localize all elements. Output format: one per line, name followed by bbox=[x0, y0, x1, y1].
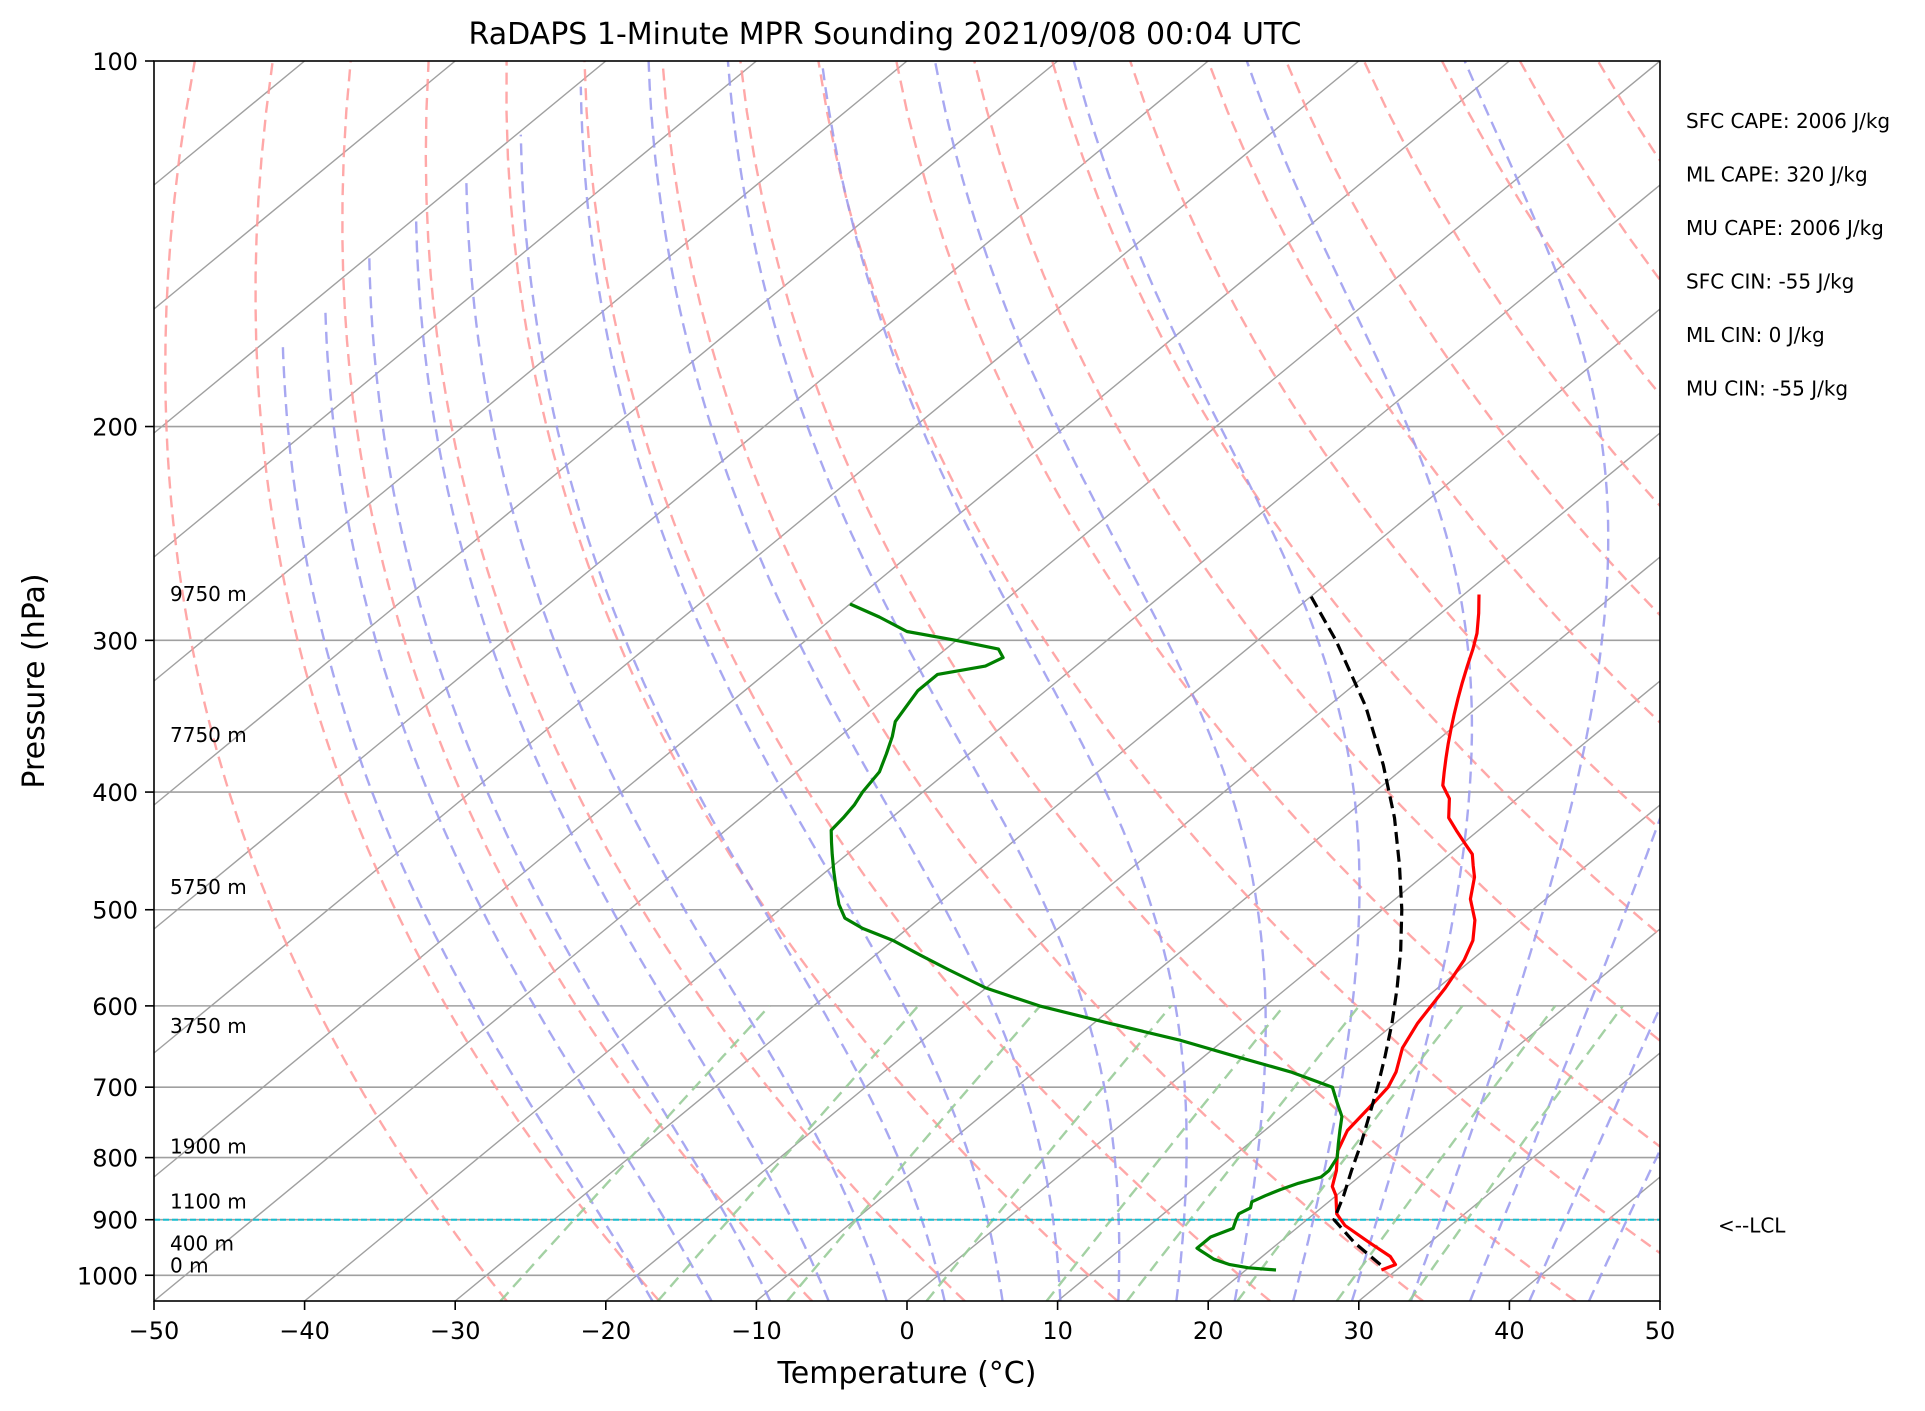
y-tick-label: 1000 bbox=[77, 1262, 138, 1290]
height-label: 3750 m bbox=[170, 1014, 247, 1038]
y-tick-label: 600 bbox=[92, 993, 138, 1021]
y-tick-label: 500 bbox=[92, 897, 138, 925]
height-label: 0 m bbox=[170, 1253, 209, 1277]
y-tick-label: 100 bbox=[92, 48, 138, 76]
x-tick-label: −20 bbox=[580, 1317, 631, 1345]
x-tick-label: −40 bbox=[279, 1317, 330, 1345]
x-axis-label: Temperature (°C) bbox=[777, 1356, 1037, 1391]
chart-title: RaDAPS 1-Minute MPR Sounding 2021/09/08 … bbox=[469, 17, 1302, 52]
parameter-annotation: MU CIN: -55 J/kg bbox=[1686, 377, 1848, 401]
parameter-annotation: SFC CAPE: 2006 J/kg bbox=[1686, 109, 1890, 133]
height-label: 1900 m bbox=[170, 1134, 247, 1158]
parameter-annotation: ML CAPE: 320 J/kg bbox=[1686, 163, 1868, 187]
height-label: 5750 m bbox=[170, 875, 247, 899]
x-tick-label: 50 bbox=[1645, 1317, 1676, 1345]
x-tick-label: 40 bbox=[1494, 1317, 1525, 1345]
y-axis-label: Pressure (hPa) bbox=[17, 573, 52, 788]
height-label: 9750 m bbox=[170, 582, 247, 606]
x-tick-label: 30 bbox=[1344, 1317, 1375, 1345]
y-tick-label: 900 bbox=[92, 1207, 138, 1235]
y-tick-label: 200 bbox=[92, 414, 138, 442]
x-tick-label: −10 bbox=[731, 1317, 782, 1345]
x-tick-label: 10 bbox=[1042, 1317, 1073, 1345]
x-tick-label: 20 bbox=[1193, 1317, 1224, 1345]
height-label: 7750 m bbox=[170, 723, 247, 747]
y-tick-label: 400 bbox=[92, 779, 138, 807]
y-tick-label: 300 bbox=[92, 627, 138, 655]
parameter-annotation: MU CAPE: 2006 J/kg bbox=[1686, 216, 1884, 240]
lcl-label: <--LCL bbox=[1718, 1214, 1786, 1238]
parameter-annotation: ML CIN: 0 J/kg bbox=[1686, 323, 1825, 347]
parameter-annotation: SFC CIN: -55 J/kg bbox=[1686, 270, 1854, 294]
x-tick-label: −50 bbox=[129, 1317, 180, 1345]
height-label: 1100 m bbox=[170, 1189, 247, 1213]
height-label: 400 m bbox=[170, 1232, 234, 1256]
x-tick-label: 0 bbox=[899, 1317, 914, 1345]
y-tick-label: 700 bbox=[92, 1074, 138, 1102]
x-tick-label: −30 bbox=[430, 1317, 481, 1345]
y-tick-label: 800 bbox=[92, 1145, 138, 1173]
